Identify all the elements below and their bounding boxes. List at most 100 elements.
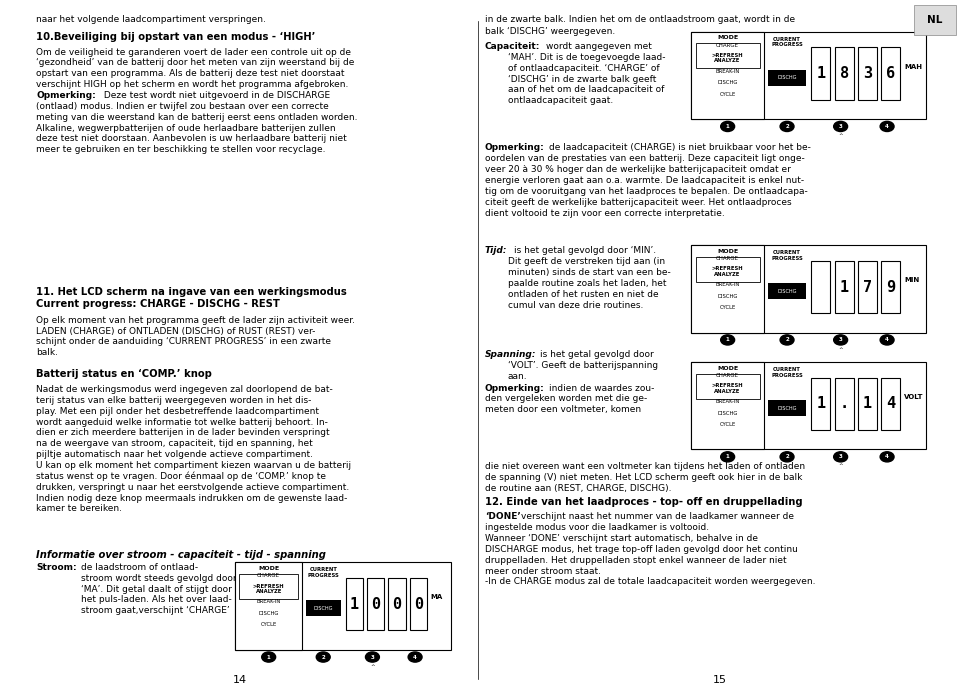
Text: 3: 3 [839,124,843,129]
Circle shape [721,452,734,462]
Text: 1: 1 [726,124,730,129]
Text: kamer te bereiken.: kamer te bereiken. [36,505,123,513]
Text: MA: MA [431,594,443,600]
Text: Deze test wordt niet uitgevoerd in de DISCHARGE: Deze test wordt niet uitgevoerd in de DI… [101,91,330,100]
Text: energie verloren gaat aan o.a. warmte. De laadcapaciteit is enkel nut-: energie verloren gaat aan o.a. warmte. D… [485,176,804,185]
Text: 4: 4 [885,337,889,342]
Text: na de weergave van stroom, capaciteit, tijd en spanning, het: na de weergave van stroom, capaciteit, t… [36,440,313,448]
Circle shape [880,121,894,132]
Text: 10.Beveiliging bij opstart van een modus - ‘HIGH’: 10.Beveiliging bij opstart van een modus… [36,32,316,41]
Text: CYCLE: CYCLE [720,422,735,427]
Text: CURRENT
PROGRESS: CURRENT PROGRESS [771,368,803,377]
Bar [881,261,900,314]
Bar [834,261,853,314]
Bar [691,245,926,332]
Circle shape [833,335,848,345]
Bar [811,48,830,99]
Text: 4: 4 [413,654,417,659]
Bar [235,562,451,650]
Text: DISCHG: DISCHG [778,75,797,80]
Text: BREAK-IN: BREAK-IN [715,69,740,74]
Text: citeit geeft de werkelijke batterijcapaciteit weer. Het ontlaadproces: citeit geeft de werkelijke batterijcapac… [485,197,791,206]
Text: 14: 14 [233,675,247,685]
Bar [691,32,926,119]
Text: DISCHG: DISCHG [717,294,738,299]
Text: drukken, verspringt u naar het eerstvolgende actieve compartiment.: drukken, verspringt u naar het eerstvolg… [36,483,349,491]
Circle shape [721,121,734,132]
Bar [410,578,427,630]
Text: ‘DONE’: ‘DONE’ [485,512,520,522]
Text: MODE: MODE [717,35,738,40]
Text: CHARGE: CHARGE [716,373,739,378]
Text: wordt aangeduid welke informatie tot welke batterij behoort. In-: wordt aangeduid welke informatie tot wel… [36,417,328,426]
Text: naar het volgende laadcompartiment verspringen.: naar het volgende laadcompartiment versp… [36,15,266,24]
Bar [881,48,900,99]
Text: DISCHG: DISCHG [717,80,738,85]
Text: BREAK-IN: BREAK-IN [715,399,740,404]
Text: indien de waardes zou-: indien de waardes zou- [549,384,655,393]
Text: is het getal gevolgd door: is het getal gevolgd door [540,350,653,359]
Text: dient voltooid te zijn voor een correcte interpretatie.: dient voltooid te zijn voor een correcte… [485,209,725,218]
Text: 9: 9 [886,279,895,295]
Text: de routine aan (REST, CHARGE, DISCHG).: de routine aan (REST, CHARGE, DISCHG). [485,484,671,493]
Text: .: . [840,396,849,412]
Bar [768,283,806,300]
Text: 1: 1 [863,396,872,412]
Text: 2: 2 [322,654,325,659]
Text: of ontlaadcapaciteit. ‘CHARGE’ of: of ontlaadcapaciteit. ‘CHARGE’ of [508,64,660,73]
Bar [834,48,853,99]
Text: CYCLE: CYCLE [720,305,735,310]
Bar [834,378,853,430]
Bar [914,5,956,35]
Text: 2: 2 [785,124,789,129]
Circle shape [880,452,894,462]
Circle shape [880,335,894,345]
Bar [305,600,341,617]
Text: ‘MA’. Dit getal daalt of stijgt door: ‘MA’. Dit getal daalt of stijgt door [81,584,231,594]
Bar [811,378,830,430]
Bar [691,245,764,332]
Bar [691,362,764,449]
Circle shape [780,335,794,345]
Text: ‘VOLT’. Geeft de batterijspanning: ‘VOLT’. Geeft de batterijspanning [508,361,658,370]
Text: 0: 0 [414,596,422,612]
Text: CURRENT
PROGRESS: CURRENT PROGRESS [771,37,803,47]
Text: CURRENT
PROGRESS: CURRENT PROGRESS [771,251,803,260]
Text: DISCHG: DISCHG [258,611,278,616]
Bar [346,578,363,630]
Text: 1: 1 [840,279,849,295]
Text: >REFRESH
ANALYZE: >REFRESH ANALYZE [712,267,743,277]
Text: Op elk moment van het programma geeft de lader zijn activiteit weer.: Op elk moment van het programma geeft de… [36,316,355,325]
Text: 12. Einde van het laadproces - top- off en druppellading: 12. Einde van het laadproces - top- off … [485,497,803,507]
Text: CHARGE: CHARGE [716,256,739,261]
Text: tig om de vooruitgang van het laadproces te bepalen. De ontlaadcapa-: tig om de vooruitgang van het laadproces… [485,187,807,196]
Circle shape [780,452,794,462]
Text: DISCHG: DISCHG [314,606,333,611]
Text: 0: 0 [393,596,401,612]
Text: 6: 6 [886,66,895,81]
Text: DISCHG: DISCHG [778,405,797,411]
Text: 3: 3 [839,337,843,342]
Text: is het getal gevolgd door ‘MIN’.: is het getal gevolgd door ‘MIN’. [514,246,656,256]
Text: 3: 3 [371,654,374,659]
Text: ^: ^ [838,133,843,138]
Text: Opmerking:: Opmerking: [485,384,544,393]
Bar [858,48,876,99]
Text: stroom wordt steeds gevolgd door: stroom wordt steeds gevolgd door [81,574,236,582]
Text: NL: NL [927,15,943,24]
Text: U kan op elk moment het compartiment kiezen waarvan u de batterij: U kan op elk moment het compartiment kie… [36,461,351,470]
Circle shape [833,452,848,462]
Text: DISCHG: DISCHG [717,411,738,416]
Text: balk.: balk. [36,348,59,357]
Text: MODE: MODE [717,365,738,370]
Text: 1: 1 [267,654,271,659]
Text: 3: 3 [863,66,872,81]
Text: MIN: MIN [904,277,920,283]
Bar [696,43,759,69]
Text: stroom gaat,verschijnt ‘CHARGE’: stroom gaat,verschijnt ‘CHARGE’ [81,606,229,615]
Text: veer 20 à 30 % hoger dan de werkelijke batterijcapaciteit omdat er: veer 20 à 30 % hoger dan de werkelijke b… [485,165,791,174]
Text: 2: 2 [785,337,789,342]
Text: Batterij status en ‘COMP.’ knop: Batterij status en ‘COMP.’ knop [36,369,212,379]
Text: Tijd:: Tijd: [485,246,507,256]
Text: CYCLE: CYCLE [720,92,735,97]
